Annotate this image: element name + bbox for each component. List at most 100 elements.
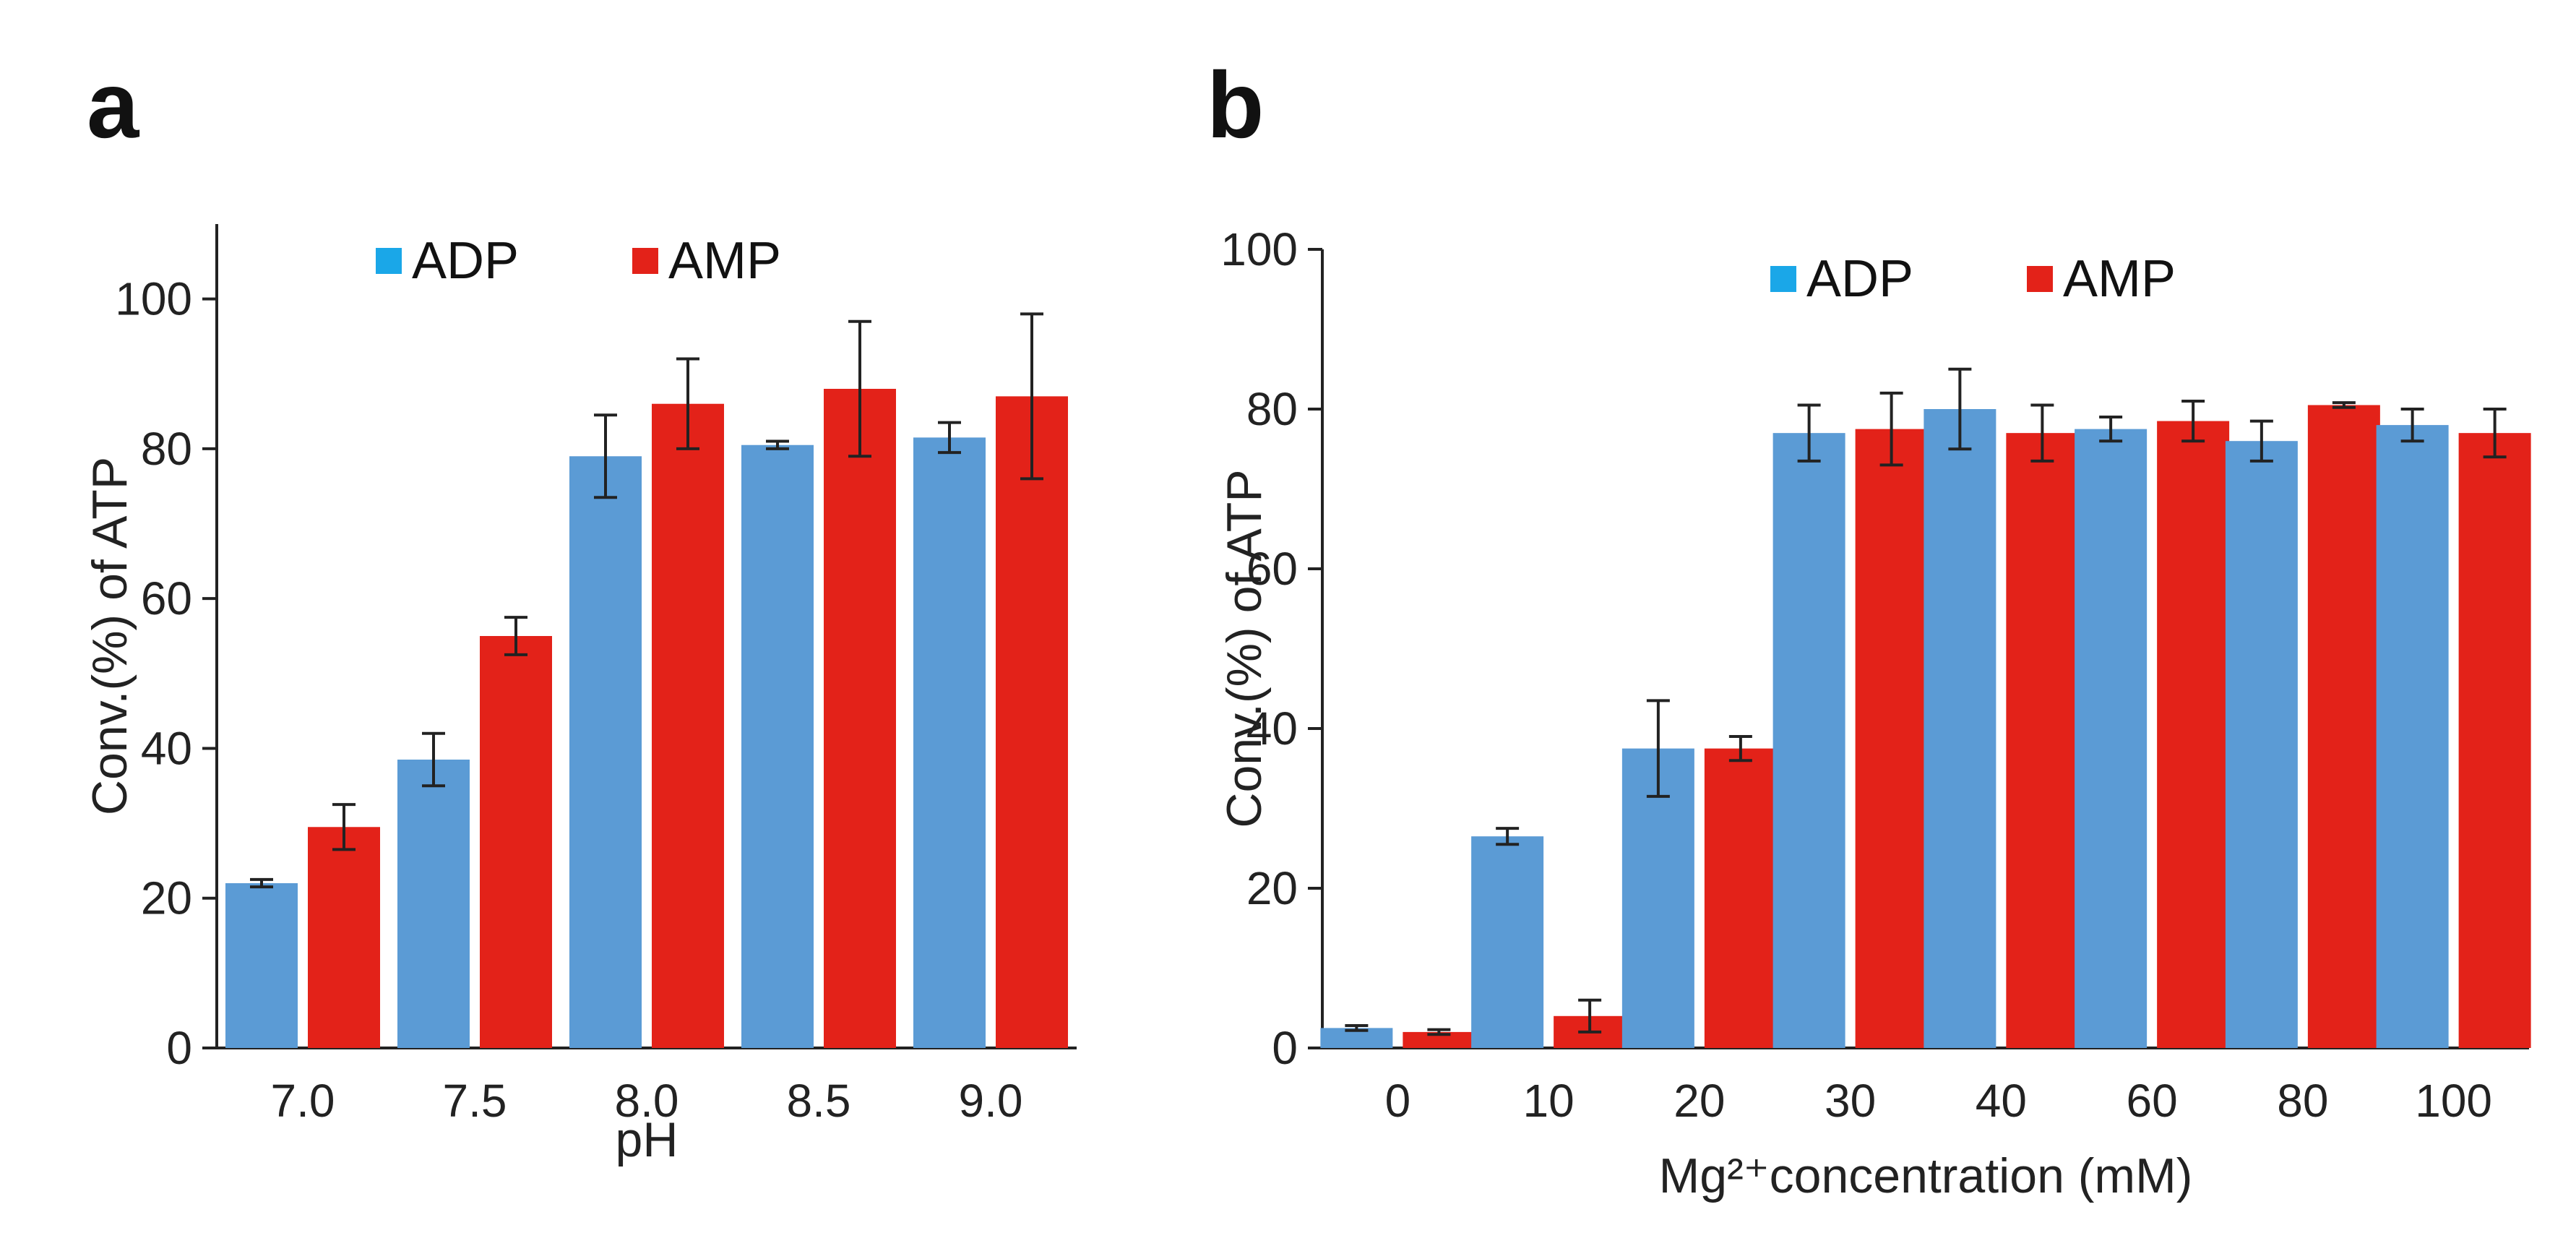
panel-a-y-ticks: 0 20 40 60 80 100 — [115, 273, 217, 1074]
panel-b-y-tick-label: 80 — [1246, 383, 1298, 435]
panel-a-bars — [225, 312, 1068, 1048]
panel-a-error-bar-adp — [250, 877, 273, 889]
panel-a-bar-adp — [913, 437, 986, 1048]
panel-b-error-bar-adp — [2400, 408, 2424, 443]
panel-b-error-bar-amp — [1578, 998, 1602, 1034]
panel-b-y-ticks: 0 20 40 60 80 100 — [1220, 223, 1322, 1074]
panel-b-y-tick-label: 20 — [1246, 862, 1298, 914]
panel-a-error-bar-adp — [422, 731, 445, 788]
panel-b-bar-adp — [2075, 429, 2148, 1048]
panel-a-error-bar-amp — [504, 616, 527, 656]
panel-b-error-bar-adp — [2099, 416, 2123, 443]
panel-b-bar-amp — [1855, 429, 1928, 1048]
panel-a-legend: ADP AMP — [376, 232, 781, 290]
panel-b-error-bar-amp — [2483, 408, 2507, 459]
panel-b-x-ticks: 0 10 20 30 40 60 80 100 — [1385, 1075, 2492, 1127]
panel-b-bars — [1320, 367, 2531, 1048]
panel-a-x-tick-label: 7.5 — [443, 1075, 507, 1127]
panel-b-bar-adp — [1471, 836, 1544, 1048]
panel-a-x-tick-label: 8.5 — [787, 1075, 851, 1127]
panel-b-bar-adp — [2376, 425, 2449, 1048]
panel-b-error-bar-amp — [1879, 391, 1903, 467]
panel-a-error-bar-amp — [332, 803, 356, 851]
panel-b-x-axis-title: Mg²⁺concentration (mM) — [1659, 1148, 2193, 1203]
panel-a-bar-amp — [480, 636, 552, 1048]
panel-a-y-tick-label: 0 — [166, 1022, 192, 1074]
panel-b-bar-adp — [1772, 433, 1845, 1048]
panel-a-error-bar-adp — [594, 413, 617, 499]
panel-b-error-bar-adp — [1345, 1024, 1369, 1032]
panel-a-y-tick-label: 40 — [141, 722, 192, 774]
panel-b-y-tick-label: 60 — [1246, 543, 1298, 595]
panel-b-x-tick-label: 20 — [1673, 1075, 1725, 1127]
panel-b-legend-label-adp: ADP — [1806, 250, 1913, 308]
panel-b-bar-amp — [1704, 748, 1777, 1048]
panel-a-y-tick-label: 100 — [115, 273, 192, 325]
panel-a-bar-adp — [569, 456, 642, 1048]
panel-b-legend-swatch-adp — [1770, 266, 1796, 292]
panel-a-x-tick-label: 7.0 — [271, 1075, 335, 1127]
panel-a-bar-adp — [741, 444, 814, 1048]
panel-a-bar-amp — [652, 403, 724, 1048]
panel-b-bar-amp — [2157, 421, 2230, 1048]
panel-b-error-bar-adp — [1646, 699, 1670, 798]
panel-b-x-tick-label: 30 — [1825, 1075, 1876, 1127]
panel-b-error-bar-amp — [1728, 735, 1752, 762]
panel-b-bar-amp — [2006, 433, 2079, 1048]
panel-a-y-tick-label: 80 — [141, 423, 192, 475]
panel-a: a 0 20 40 60 80 100 7.0 7.5 8.0 8.5 9.0 ADP AMP pH… — [82, 52, 1077, 1167]
panel-a-bar-adp — [225, 883, 298, 1048]
panel-b-error-bar-amp — [2030, 403, 2054, 463]
panel-a-x-tick-label: 9.0 — [959, 1075, 1023, 1127]
panel-b-bar-adp — [1924, 409, 1996, 1048]
panel-b-error-bar-amp — [1427, 1028, 1451, 1036]
panel-b-y-tick-label: 40 — [1246, 703, 1298, 755]
panel-b-x-tick-label: 0 — [1385, 1075, 1411, 1127]
panel-b-legend-swatch-amp — [2027, 266, 2053, 292]
panel-a-bar-amp — [308, 827, 380, 1048]
panel-a-letter: a — [87, 52, 140, 158]
panel-b-error-bar-adp — [1948, 367, 1972, 451]
panel-b-bar-adp — [2225, 441, 2298, 1048]
panel-a-bar-amp — [824, 389, 896, 1048]
panel-a-bar-amp — [996, 396, 1068, 1048]
panel-a-x-ticks: 7.0 7.5 8.0 8.5 9.0 — [271, 1075, 1023, 1127]
panel-b-bar-adp — [1621, 748, 1694, 1048]
panel-b-y-tick-label: 0 — [1272, 1022, 1298, 1074]
panel-b: b 0 20 40 60 80 100 0 10 20 30 40 60 80 100 ADP AMP M… — [1207, 52, 2531, 1203]
panel-b-x-tick-label: 80 — [2277, 1075, 2328, 1127]
panel-a-y-tick-label: 20 — [141, 872, 192, 924]
panel-a-x-axis-title: pH — [616, 1112, 679, 1167]
panel-a-legend-label-adp: ADP — [412, 232, 519, 290]
panel-a-legend-label-amp: AMP — [668, 232, 781, 290]
panel-a-bar-adp — [397, 760, 470, 1048]
panel-a-x-tick-label: 8.0 — [615, 1075, 679, 1127]
panel-b-y-axis-title: Conv.(%) of ATP — [1217, 469, 1272, 828]
panel-b-x-tick-label: 40 — [1976, 1075, 2027, 1127]
panel-b-error-bar-adp — [1797, 403, 1821, 463]
panel-a-y-axis-title: Conv.(%) of ATP — [82, 457, 137, 815]
panel-b-error-bar-amp — [2332, 401, 2356, 409]
panel-b-x-tick-label: 100 — [2415, 1075, 2492, 1127]
panel-b-y-tick-label: 100 — [1220, 223, 1298, 275]
panel-a-error-bar-adp — [766, 439, 789, 450]
panel-a-legend-swatch-amp — [632, 248, 658, 274]
panel-b-bar-amp — [2307, 405, 2380, 1048]
panel-a-error-bar-amp — [848, 319, 871, 458]
panel-a-error-bar-amp — [1020, 312, 1043, 481]
panel-b-error-bar-adp — [2249, 419, 2273, 463]
panel-b-x-tick-label: 10 — [1523, 1075, 1575, 1127]
panel-a-y-tick-label: 60 — [141, 572, 192, 624]
panel-a-error-bar-adp — [938, 421, 961, 455]
panel-b-letter: b — [1207, 52, 1264, 158]
panel-a-error-bar-amp — [676, 357, 699, 450]
panel-b-bar-amp — [1403, 1031, 1476, 1048]
panel-b-legend-label-amp: AMP — [2063, 250, 2176, 308]
panel-b-error-bar-adp — [1496, 827, 1520, 846]
panel-b-bar-amp — [2458, 433, 2531, 1048]
panel-b-error-bar-amp — [2181, 399, 2205, 443]
panel-b-x-tick-label: 60 — [2127, 1075, 2178, 1127]
panel-b-legend: ADP AMP — [1770, 250, 2176, 308]
panel-a-legend-swatch-adp — [376, 248, 402, 274]
